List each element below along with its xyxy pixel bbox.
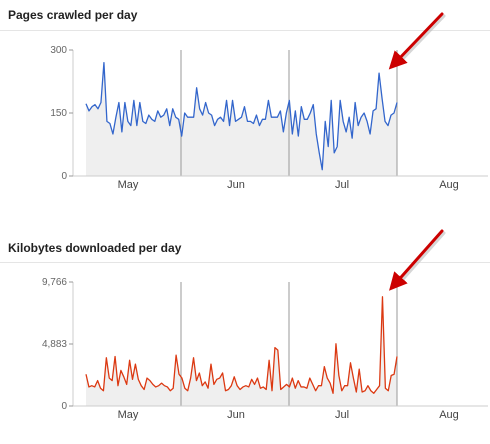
area-fill	[86, 296, 397, 406]
y-tick-label: 300	[50, 45, 67, 56]
chart-1-title-rule	[0, 30, 490, 31]
chart-1-title: Pages crawled per day	[8, 8, 138, 22]
y-tick-label: 9,766	[42, 277, 67, 288]
y-tick-label: 0	[61, 171, 67, 182]
series-line	[85, 61, 398, 171]
annotation-arrow	[389, 229, 444, 291]
annotation-arrow-shadow	[395, 231, 446, 288]
x-month-label: Aug	[439, 179, 459, 191]
kilobytes-downloaded-chart: 9,766 4,883 0 May Jun Jul Aug	[42, 229, 488, 421]
x-month-label: Jul	[335, 409, 349, 421]
annotation-arrow-shadow	[395, 14, 446, 67]
area-fill	[86, 62, 397, 176]
annotation-arrow	[388, 12, 444, 70]
x-month-label: Jun	[227, 179, 245, 191]
chart-2-title-rule	[0, 262, 490, 263]
x-month-label: May	[118, 409, 139, 421]
x-month-label: May	[118, 179, 139, 191]
chart-2-title: Kilobytes downloaded per day	[8, 241, 182, 255]
x-month-label: Jun	[227, 409, 245, 421]
series-line	[85, 296, 398, 394]
y-tick-label: 4,883	[42, 339, 67, 350]
pages-crawled-chart: 300 150 0 May Jun Jul Aug	[50, 12, 488, 191]
x-month-label: Aug	[439, 409, 459, 421]
y-tick-label: 150	[50, 108, 67, 119]
x-month-label: Jul	[335, 179, 349, 191]
y-tick-label: 0	[61, 401, 67, 412]
